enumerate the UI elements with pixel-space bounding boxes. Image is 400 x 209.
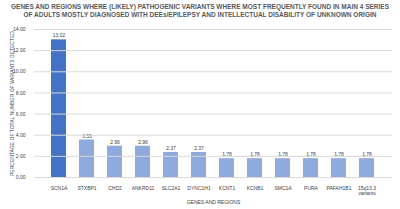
- svg-text:13.02: 13.02: [53, 32, 66, 38]
- svg-text:1.78: 1.78: [306, 151, 316, 158]
- svg-text:KCNT1: KCNT1: [219, 185, 236, 191]
- svg-text:2.96: 2.96: [138, 139, 148, 145]
- svg-text:1.78: 1.78: [278, 151, 288, 158]
- svg-text:2.00: 2.00: [16, 153, 26, 159]
- svg-text:1.78: 1.78: [334, 151, 344, 158]
- svg-text:2.96: 2.96: [110, 139, 120, 145]
- svg-text:0.00: 0.00: [16, 174, 26, 180]
- svg-text:ANKRD11: ANKRD11: [132, 185, 155, 191]
- svg-text:1.78: 1.78: [222, 151, 232, 158]
- svg-text:PERCENTAGE OF TOTAL NUMBER OF: PERCENTAGE OF TOTAL NUMBER OF VARIANTS D…: [9, 31, 15, 176]
- svg-text:3.55: 3.55: [82, 132, 92, 139]
- svg-text:GENES AND REGIONS: GENES AND REGIONS: [187, 199, 241, 205]
- svg-text:4.00: 4.00: [16, 132, 26, 138]
- svg-text:PAFAH1B1: PAFAH1B1: [327, 185, 352, 191]
- svg-text:DYNC1H1: DYNC1H1: [187, 185, 211, 191]
- svg-text:2.37: 2.37: [166, 145, 176, 151]
- svg-text:1.78: 1.78: [362, 151, 372, 158]
- svg-text:SLC2A1: SLC2A1: [162, 185, 181, 191]
- svg-text:SMC1A: SMC1A: [274, 185, 292, 191]
- svg-text:KCNB1: KCNB1: [247, 185, 264, 191]
- svg-text:14.00: 14.00: [13, 26, 26, 33]
- svg-text:8.00: 8.00: [16, 90, 26, 96]
- svg-text:STXBP1: STXBP1: [77, 185, 96, 191]
- svg-text:15q13.3variants: 15q13.3variants: [358, 185, 376, 196]
- svg-text:1.78: 1.78: [250, 151, 260, 158]
- svg-text:SCN1A: SCN1A: [51, 185, 68, 191]
- svg-text:6.00: 6.00: [16, 111, 26, 117]
- svg-text:10.00: 10.00: [13, 68, 26, 75]
- svg-text:PURA: PURA: [304, 185, 319, 191]
- svg-text:2.37: 2.37: [194, 145, 204, 151]
- svg-text:12.00: 12.00: [13, 47, 26, 54]
- svg-text:CHD2: CHD2: [108, 185, 122, 191]
- html-text:GENES AND REGIONS WHERE (LIKEL: GENES AND REGIONS WHERE (LIKELY) PATHOGE…: [11, 3, 389, 18]
